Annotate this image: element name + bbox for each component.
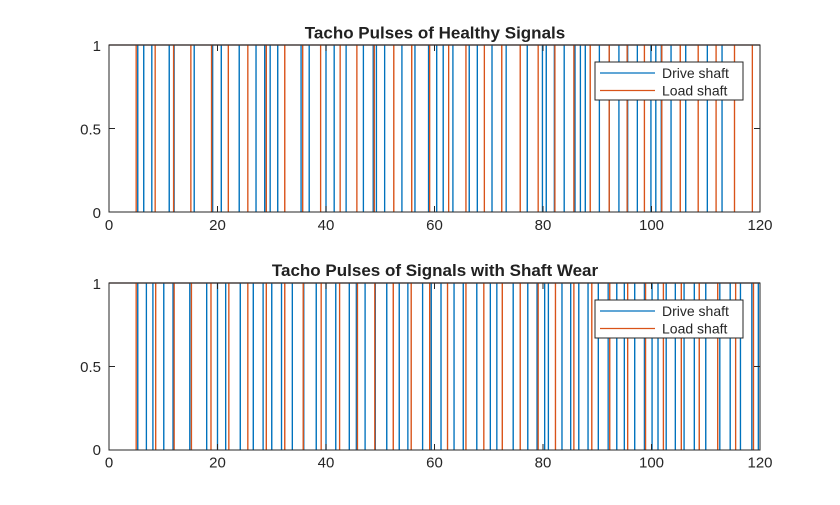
- chart-title: Tacho Pulses of Healthy Signals: [305, 24, 565, 43]
- legend: Drive shaft Load shaft: [594, 61, 744, 101]
- legend-label-drive-shaft: Drive shaft: [662, 65, 729, 81]
- x-tick-label: 20: [209, 217, 226, 234]
- y-tick-label: 1: [93, 276, 101, 293]
- x-tick-label: 100: [639, 217, 664, 234]
- legend: Drive shaft Load shaft: [594, 299, 744, 339]
- x-tick-label: 60: [426, 455, 443, 472]
- axis-ticks: [108, 44, 761, 213]
- plot-area: [109, 44, 760, 212]
- y-tick-label: 0.5: [80, 359, 101, 376]
- chart-title: Tacho Pulses of Signals with Shaft Wear: [272, 261, 599, 280]
- x-tick-label: 80: [535, 455, 552, 472]
- y-tick-label: 0: [93, 442, 101, 459]
- tick-labels: 1 0.5 0 0 20 40 60 80 100 120: [80, 276, 772, 472]
- tick-labels: 1 0.5 0 0 20 40 60 80 100 120: [80, 38, 772, 234]
- x-tick-label: 0: [105, 217, 113, 234]
- legend-box: [594, 299, 744, 339]
- legend-box: [594, 61, 744, 101]
- x-tick-label: 60: [426, 217, 443, 234]
- x-tick-label: 0: [105, 455, 113, 472]
- subplot-healthy: Tacho Pulses of Healthy Signals 1 0.5 0 …: [80, 24, 772, 235]
- x-tick-label: 20: [209, 455, 226, 472]
- y-tick-label: 1: [93, 38, 101, 55]
- y-tick-label: 0.5: [80, 122, 101, 139]
- legend-label-load-shaft: Load shaft: [662, 321, 727, 337]
- y-tick-label: 0: [93, 205, 101, 222]
- x-tick-label: 40: [318, 455, 335, 472]
- x-tick-label: 120: [747, 217, 772, 234]
- x-tick-label: 120: [747, 455, 772, 472]
- subplot-shaft-wear: Tacho Pulses of Signals with Shaft Wear …: [80, 261, 772, 472]
- legend-label-load-shaft: Load shaft: [662, 83, 727, 99]
- x-tick-label: 80: [535, 217, 552, 234]
- legend-label-drive-shaft: Drive shaft: [662, 303, 729, 319]
- x-tick-label: 100: [639, 455, 664, 472]
- x-tick-label: 40: [318, 217, 335, 234]
- axis-ticks: [108, 282, 761, 451]
